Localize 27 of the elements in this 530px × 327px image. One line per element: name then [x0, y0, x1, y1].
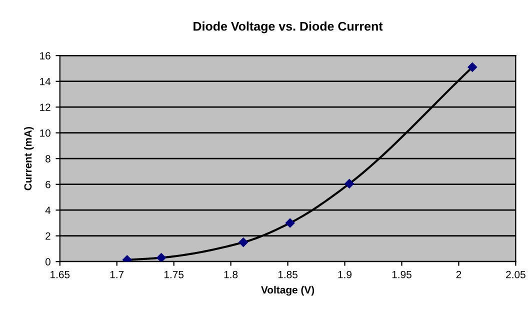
y-tick-label: 12: [40, 104, 50, 111]
x-tick-label: 1.65: [50, 270, 70, 278]
y-tick-label: 2: [46, 232, 50, 240]
point: [468, 62, 478, 72]
x-tick-label: 2: [456, 270, 462, 278]
point: [285, 218, 295, 228]
y-tick-label: 0: [45, 258, 50, 266]
x-tick-label: 1.9: [338, 270, 352, 278]
x-tick-label: 2.05: [506, 270, 526, 278]
x-tick-label: 1.95: [392, 270, 412, 278]
y-tick-label: 4: [45, 206, 51, 214]
point: [238, 238, 248, 247]
chart-title: Diode Voltage vs. Diode Current: [194, 22, 383, 34]
x-tick-label: 1.8: [224, 270, 238, 278]
x-axis-title: Voltage (V): [261, 286, 314, 296]
point: [344, 179, 354, 188]
y-tick-label: 10: [40, 129, 50, 137]
y-tick-label: 16: [40, 52, 50, 60]
x-tick-label: 1.85: [278, 270, 298, 278]
y-tick-label: 6: [46, 180, 50, 188]
y-axis-title: Current (mA): [24, 126, 34, 190]
y-tick-label: 8: [46, 155, 50, 162]
point: [156, 253, 166, 262]
x-tick-label: 1.7: [110, 271, 124, 278]
y-tick-label: 14: [40, 78, 51, 86]
x-tick-label: 1.75: [164, 271, 184, 278]
point: [122, 255, 132, 262]
